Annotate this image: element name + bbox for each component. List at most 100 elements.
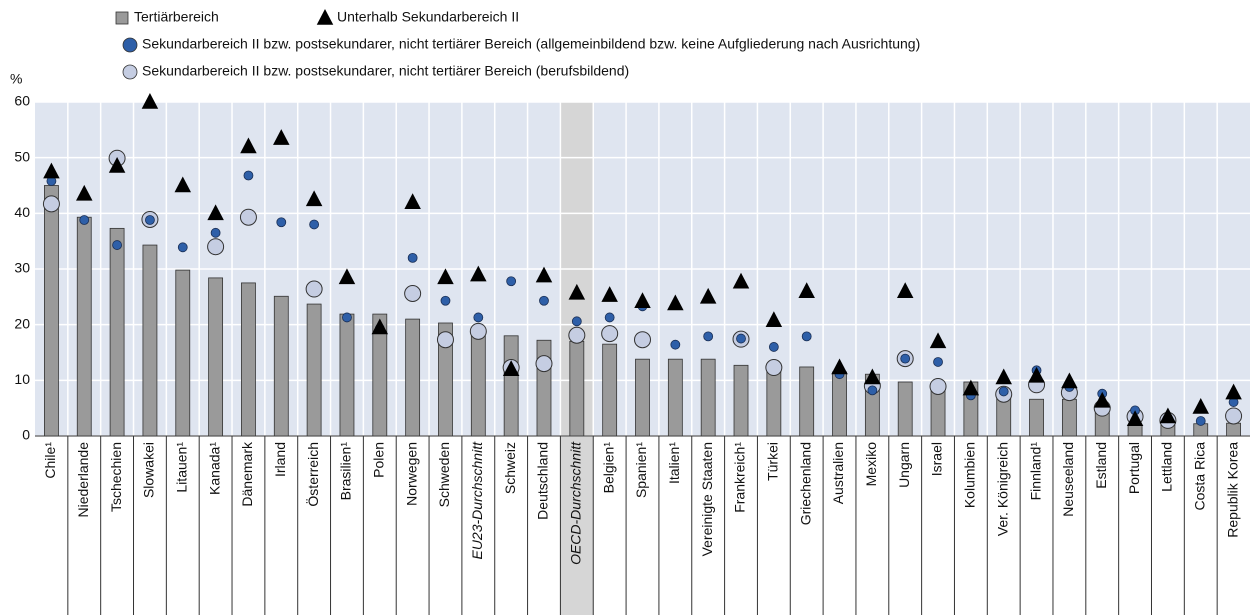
dot-marker <box>112 240 122 250</box>
y-tick-label: 50 <box>14 148 30 164</box>
circle-marker <box>239 208 257 226</box>
bar <box>1226 422 1241 437</box>
bar <box>470 329 486 437</box>
triangle-marker <box>667 294 684 311</box>
triangle-marker <box>43 162 60 179</box>
triangle-marker <box>535 266 553 283</box>
x-tick-label: Mexiko <box>863 442 879 487</box>
dot-marker <box>933 357 943 367</box>
x-tick-label: Deutschland <box>535 442 551 520</box>
dot-marker <box>900 353 911 364</box>
x-tick-label: Chile¹ <box>42 442 58 479</box>
x-tick-label: Slowakei <box>141 442 157 498</box>
bar <box>372 313 388 437</box>
triangle-marker <box>896 282 914 299</box>
x-tick-label: Kolumbien <box>962 442 978 508</box>
bar <box>1061 398 1077 437</box>
triangle-marker <box>108 157 126 173</box>
bar <box>766 368 782 437</box>
dot-marker <box>604 312 615 323</box>
y-tick-label: 0 <box>22 427 30 443</box>
x-tick-label: Republik Korea <box>1224 442 1240 538</box>
x-tick-label: Brasilien¹ <box>338 442 354 501</box>
legend-label: Sekundarbereich II bzw. postsekundarer, … <box>142 63 629 79</box>
triangle-marker <box>1126 410 1144 427</box>
circle-marker <box>634 331 651 349</box>
circle-marker <box>436 331 454 349</box>
x-tick-label: Ungarn <box>896 442 912 488</box>
circle-marker <box>404 284 422 302</box>
bar <box>208 277 224 437</box>
bar <box>635 358 650 437</box>
triangle-marker <box>1159 407 1177 424</box>
dot-marker <box>210 227 221 238</box>
triangle-marker <box>76 184 93 201</box>
dot-marker <box>145 215 155 225</box>
x-tick-label: Tschechien <box>108 442 124 512</box>
x-tick-label: Schweden <box>436 442 452 507</box>
x-tick-label: Niederlande <box>75 442 91 518</box>
x-tick-label: Israel <box>929 442 945 476</box>
bar <box>438 322 453 437</box>
triangle-marker <box>470 265 487 282</box>
dot-marker <box>571 316 582 327</box>
x-tick-label: Türkei <box>765 442 781 481</box>
triangle-marker <box>634 292 651 309</box>
bar <box>602 343 618 437</box>
circle-marker <box>207 238 225 256</box>
dot-marker <box>801 331 812 342</box>
dot-marker <box>177 242 188 253</box>
y-tick-label: 20 <box>14 315 30 331</box>
bar <box>142 244 158 437</box>
dot-marker <box>506 276 517 287</box>
triangle-marker <box>437 268 454 285</box>
triangle-marker <box>141 93 159 109</box>
triangle-marker <box>765 311 783 327</box>
legend-swatch <box>115 11 129 25</box>
x-tick-label: Dänemark <box>239 441 255 507</box>
x-tick-label: Schweiz <box>502 442 518 494</box>
y-tick-label: 10 <box>14 371 30 387</box>
x-tick-label: Lettland <box>1159 442 1175 492</box>
bar <box>503 335 519 437</box>
dot-marker <box>309 219 320 230</box>
legend-swatch <box>122 64 138 80</box>
bar <box>273 295 289 437</box>
triangle-marker <box>273 129 290 145</box>
x-tick-label: Belgien¹ <box>600 442 616 494</box>
legend-swatch <box>316 9 334 25</box>
x-tick-label: Estland <box>1093 442 1109 489</box>
dot-marker <box>79 215 90 225</box>
dot-marker <box>867 385 878 396</box>
bar <box>44 185 59 437</box>
triangle-marker <box>864 368 881 385</box>
x-tick-label: Kanada¹ <box>206 442 222 495</box>
x-tick-label: Irland <box>272 442 288 477</box>
y-axis-unit: % <box>10 71 22 87</box>
bar <box>799 366 815 437</box>
x-tick-label: Norwegen <box>403 442 419 506</box>
bar <box>241 282 256 437</box>
bar <box>1029 398 1044 437</box>
triangle-marker <box>962 379 980 396</box>
x-tick-label: Ver. Königreich <box>994 442 1010 536</box>
dot-marker <box>998 386 1009 397</box>
legend-label: Tertiärbereich <box>134 9 219 25</box>
y-tick-label: 60 <box>14 93 30 109</box>
triangle-marker <box>1225 383 1242 400</box>
dot-marker <box>1195 416 1206 426</box>
triangle-marker <box>305 190 323 207</box>
triangle-marker <box>404 193 421 209</box>
triangle-marker <box>174 176 192 193</box>
x-tick-label: Frankreich¹ <box>732 442 748 513</box>
triangle-marker <box>601 286 618 302</box>
triangle-marker <box>995 368 1012 385</box>
x-tick-label: Griechenland <box>797 442 813 525</box>
x-tick-label: Spanien¹ <box>633 442 649 498</box>
triangle-marker <box>798 282 815 299</box>
triangle-marker <box>831 358 848 375</box>
circle-marker <box>765 359 783 377</box>
triangle-marker <box>568 283 586 300</box>
bar <box>667 358 683 437</box>
